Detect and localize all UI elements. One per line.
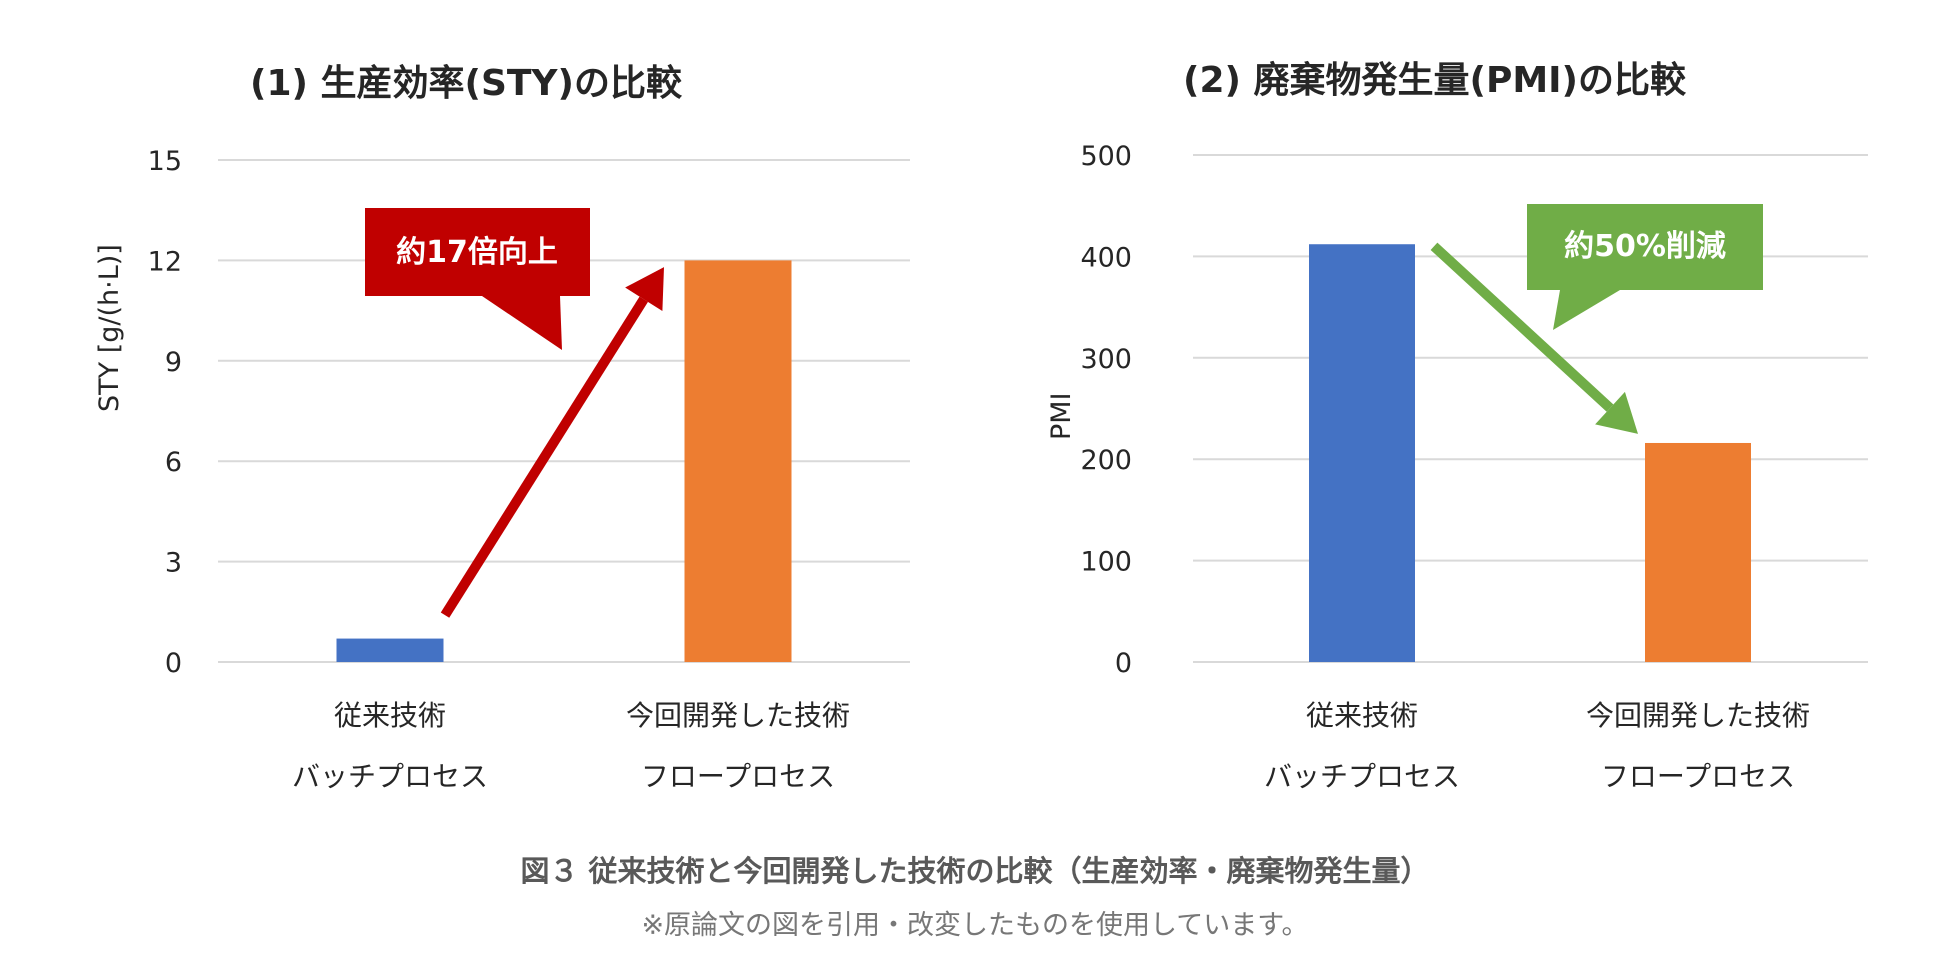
x-tick-label: 従来技術 <box>334 699 446 732</box>
bar <box>336 638 444 662</box>
annotation-callout-box <box>365 208 590 296</box>
x-tick-label: バッチプロセス <box>292 760 488 793</box>
annotation-label: 約17倍向上 <box>396 235 558 270</box>
annotation-callout-tail <box>482 296 562 350</box>
annotation-callout-box <box>1527 204 1763 290</box>
annotation-arrow-shaft <box>440 296 648 618</box>
bar <box>1645 442 1751 662</box>
y-axis-label: PMI <box>1046 392 1077 440</box>
x-tick-label: バッチプロセス <box>1264 760 1460 793</box>
chart-title: (1) 生産効率(STY)の比較 <box>250 63 683 104</box>
figure-note: ※原論文の図を引用・改変したものを使用しています。 <box>641 910 1309 941</box>
chart-title: (2) 廃棄物発生量(PMI)の比較 <box>1183 60 1687 101</box>
x-tick-label: フロープロセス <box>1601 760 1795 793</box>
y-tick-label: 12 <box>148 246 182 277</box>
x-tick-label: 従来技術 <box>1306 699 1418 732</box>
chart-pmi: (2) 廃棄物発生量(PMI)の比較 PMI 0 100 200 300 400 500 従… <box>1046 60 1868 793</box>
y-tick-label: 400 <box>1080 242 1132 273</box>
y-axis-label: STY [g/(h·L)] <box>94 244 125 412</box>
y-tick-label: 3 <box>165 548 182 579</box>
annotation-label: 約50%削減 <box>1564 229 1726 264</box>
chart-sty: (1) 生産効率(STY)の比較 STY [g/(h·L)] 0 3 6 9 12 15 従… <box>94 63 910 793</box>
figure-caption: 図３ 従来技術と今回開発した技術の比較（生産効率・廃棄物発生量） <box>520 854 1430 888</box>
y-tick-label: 15 <box>148 146 182 177</box>
y-tick-label: 9 <box>165 347 182 378</box>
bar <box>684 260 792 662</box>
annotation-arrow-head <box>625 267 664 311</box>
figure-canvas: (1) 生産効率(STY)の比較 STY [g/(h·L)] 0 3 6 9 12 15 従… <box>94 60 1868 793</box>
y-tick-label: 0 <box>1115 648 1132 679</box>
annotation-arrow-shaft <box>1430 242 1614 412</box>
y-tick-label: 100 <box>1080 547 1132 578</box>
x-tick-label: 今回開発した技術 <box>626 699 850 732</box>
y-tick-label: 0 <box>165 648 182 679</box>
y-tick-label: 200 <box>1080 445 1132 476</box>
y-tick-label: 500 <box>1080 141 1132 172</box>
y-tick-label: 300 <box>1080 344 1132 375</box>
x-tick-label: フロープロセス <box>641 760 835 793</box>
annotation-arrow-head <box>1595 391 1638 434</box>
x-tick-label: 今回開発した技術 <box>1586 699 1810 732</box>
y-tick-label: 6 <box>165 447 182 478</box>
annotation-callout-tail <box>1553 290 1620 330</box>
bar <box>1309 244 1415 662</box>
